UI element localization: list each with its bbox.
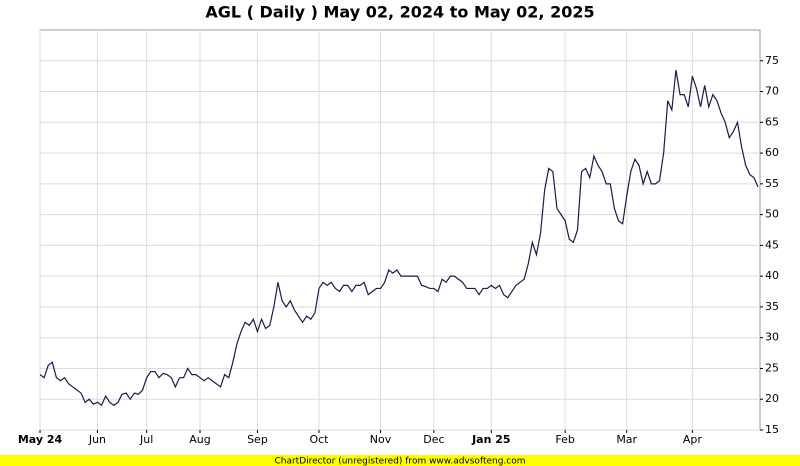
y-tick-label: 75 (765, 54, 779, 67)
y-tick-label: 20 (765, 392, 779, 405)
x-tick-label: Oct (309, 433, 329, 446)
y-tick-label: 45 (765, 238, 779, 251)
y-tick-label: 30 (765, 331, 779, 344)
y-tick-label: 35 (765, 300, 779, 313)
x-tick-label: Mar (616, 433, 637, 446)
y-tick-label: 50 (765, 208, 779, 221)
chart-title: AGL ( Daily ) May 02, 2024 to May 02, 20… (205, 3, 594, 22)
x-tick-label: Jun (88, 433, 106, 446)
x-tick-label: Apr (683, 433, 703, 446)
y-tick-label: 40 (765, 269, 779, 282)
price-line (39, 69, 759, 407)
x-tick-label: Sep (247, 433, 268, 446)
x-tick-label: Aug (189, 433, 210, 446)
x-tick-label: Nov (370, 433, 392, 446)
footer-text: ChartDirector (unregistered) from www.ad… (274, 457, 525, 466)
y-tick-label: 70 (765, 85, 779, 98)
x-tick-label: Jan 25 (471, 433, 510, 446)
y-tick-label: 15 (765, 423, 779, 436)
y-tick-label: 25 (765, 361, 779, 374)
footer-bar (0, 455, 800, 466)
y-tick-label: 55 (765, 177, 779, 190)
y-tick-label: 60 (765, 146, 779, 159)
x-tick-label: Feb (555, 433, 574, 446)
plot-area: 15 20 25 30 35 40 45 50 55 60 65 70 75 May 24 Jun Jul Au… (18, 29, 779, 446)
x-tick-label: Dec (423, 433, 444, 446)
y-tick-label: 65 (765, 115, 779, 128)
plot-background (39, 29, 761, 431)
x-tick-label: May 24 (18, 433, 63, 446)
x-tick-label: Jul (139, 433, 153, 446)
